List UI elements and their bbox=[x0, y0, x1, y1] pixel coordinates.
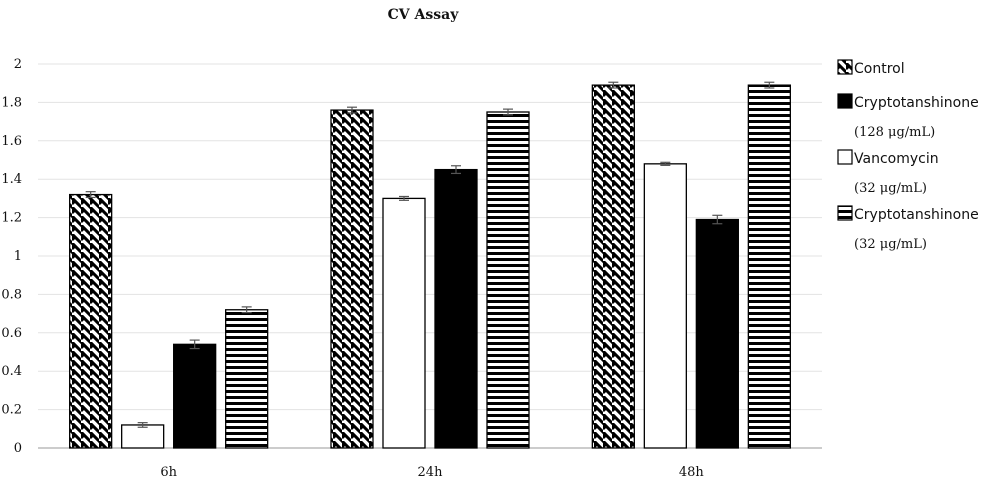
bar bbox=[643, 163, 687, 449]
bar bbox=[173, 343, 217, 449]
legend-label: Cryptotanshinone bbox=[854, 95, 979, 111]
y-tick-label: 1.4 bbox=[1, 172, 22, 187]
y-tick-label: 0.6 bbox=[1, 326, 22, 341]
error-bar bbox=[503, 108, 513, 116]
legend-label: Control bbox=[854, 61, 905, 77]
legend-label: Vancomycin bbox=[854, 151, 939, 167]
bar bbox=[382, 197, 426, 449]
bars bbox=[69, 81, 791, 449]
y-tick-label: 1 bbox=[14, 249, 22, 264]
x-tick-label: 48h bbox=[679, 465, 705, 480]
bar bbox=[330, 109, 374, 449]
bar bbox=[69, 193, 113, 449]
y-tick-label: 2 bbox=[14, 57, 22, 72]
legend-swatch bbox=[837, 205, 853, 221]
legend-item: Cryptotanshinone (32 μg/mL) bbox=[837, 205, 979, 252]
legend-sublabel: (32 μg/mL) bbox=[854, 237, 927, 252]
chart-title: CV Assay bbox=[388, 7, 460, 23]
error-bar bbox=[189, 339, 200, 350]
bar bbox=[225, 309, 269, 449]
error-bar bbox=[347, 106, 357, 114]
y-tick-label: 0.4 bbox=[1, 364, 22, 379]
bar bbox=[121, 424, 165, 449]
y-axis-ticks: 0 0.2 0.4 0.6 0.8 1 1.2 1.4 1.6 1.8 2 bbox=[1, 57, 22, 456]
y-tick-label: 0.8 bbox=[1, 287, 22, 302]
legend-swatch bbox=[837, 59, 853, 75]
legend-label: Cryptotanshinone bbox=[854, 207, 979, 223]
y-tick-label: 1.8 bbox=[1, 95, 22, 110]
x-tick-label: 24h bbox=[418, 465, 444, 480]
error-bar bbox=[608, 81, 619, 89]
x-axis-ticks: 6h 24h 48h bbox=[160, 465, 704, 480]
y-tick-label: 1.2 bbox=[1, 211, 22, 226]
error-bar bbox=[764, 81, 775, 89]
legend-item: Control bbox=[837, 59, 905, 77]
bar bbox=[591, 84, 635, 449]
error-bar bbox=[137, 422, 148, 428]
x-tick-label: 6h bbox=[160, 465, 177, 480]
bar bbox=[695, 218, 739, 449]
legend-sublabel: (128 μg/mL) bbox=[854, 125, 935, 140]
legend-swatch bbox=[837, 93, 853, 109]
error-bar bbox=[85, 191, 96, 199]
legend-item: Cryptotanshinone (128 μg/mL) bbox=[837, 93, 979, 140]
error-bar bbox=[451, 165, 461, 175]
y-tick-label: 0 bbox=[14, 441, 22, 456]
y-tick-label: 1.6 bbox=[1, 134, 22, 149]
error-bar bbox=[712, 214, 723, 225]
legend-sublabel: (32 μg/mL) bbox=[854, 181, 927, 196]
bar bbox=[434, 168, 478, 449]
gridlines bbox=[38, 63, 822, 449]
bar bbox=[747, 84, 791, 449]
legend-item: Vancomycin (32 μg/mL) bbox=[837, 149, 939, 196]
bar bbox=[486, 111, 530, 449]
legend: Control Cryptotanshinone (128 μg/mL) Vancom… bbox=[837, 59, 979, 252]
error-bar bbox=[399, 195, 409, 201]
legend-swatch bbox=[837, 149, 853, 165]
error-bar bbox=[660, 161, 671, 166]
error-bar bbox=[241, 306, 252, 314]
y-tick-label: 0.2 bbox=[1, 403, 22, 418]
